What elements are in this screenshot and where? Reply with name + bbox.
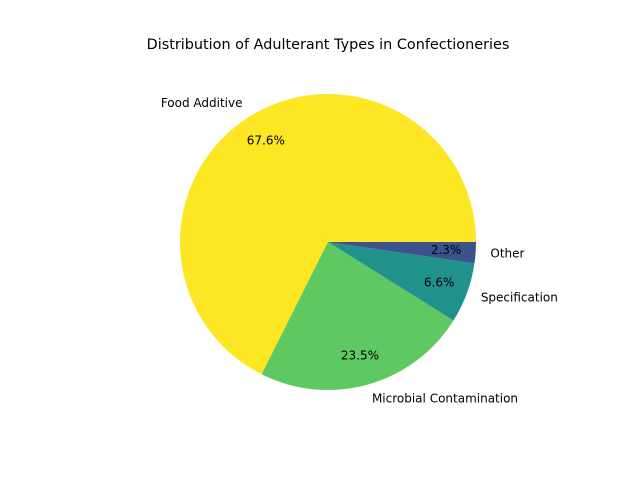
slice-percent-food-additive: 67.6% (247, 134, 285, 148)
pie-slice-microbial-contamination (261, 242, 454, 390)
pie-slice-specification (328, 242, 475, 321)
slice-label-microbial-contamination: Microbial Contamination (372, 391, 518, 405)
pie-labels: Food Additive 67.6% Microbial Contaminatio… (161, 96, 558, 405)
slice-percent-other: 2.3% (431, 243, 462, 257)
pie-slices (180, 94, 477, 390)
slice-label-other: Other (490, 246, 524, 260)
slice-label-specification: Specification (481, 291, 558, 305)
slice-percent-microbial-contamination: 23.5% (341, 349, 379, 363)
pie-slice-food-additive (180, 94, 477, 375)
pie-slice-other (328, 242, 476, 264)
slice-label-food-additive: Food Additive (161, 96, 243, 110)
chart-title: Distribution of Adulterant Types in Conf… (147, 37, 510, 53)
slice-percent-specification: 6.6% (424, 275, 455, 289)
